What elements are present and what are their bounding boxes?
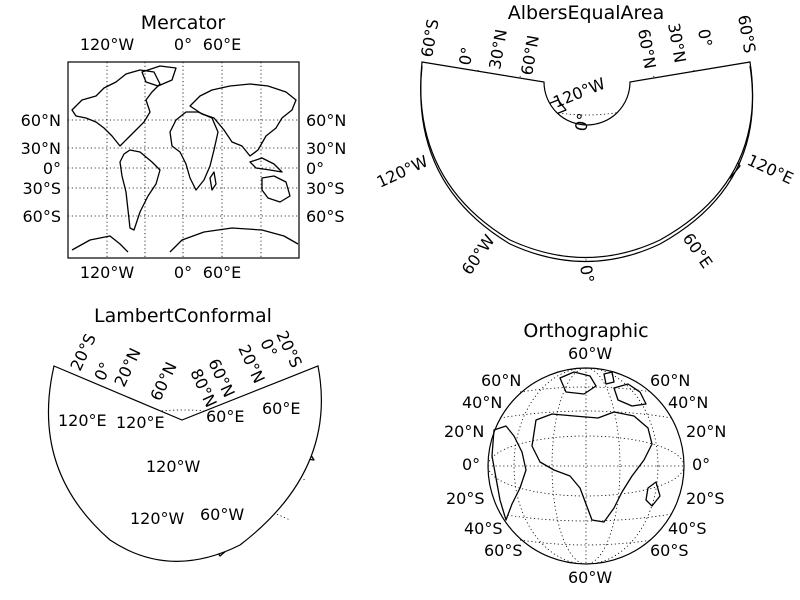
mercator-right-label-30n: 30°N — [306, 139, 346, 158]
albers-top-label-0: 0° — [455, 45, 477, 66]
albers-top-label-60n-right: 60°N — [634, 27, 660, 70]
mercator-axis-labels: 120°W 0° 60°E 120°W 0° 60°E 60°N 30°N 0°… — [21, 35, 347, 282]
albers-inner-label-0: 0° — [571, 111, 593, 132]
mercator-right-label-30s: 30°S — [306, 179, 345, 198]
mercator-right-label-0: 0° — [306, 159, 324, 178]
lambert-panel: LambertConformal 20°S 0° 20°N — [47, 305, 322, 562]
ortho-left-label-40n: 40°N — [462, 393, 502, 412]
mercator-frame — [67, 61, 300, 259]
mercator-panel: Mercator 120°W 0° — [21, 12, 347, 282]
orthographic-panel: Orthographic 60°W 60°N 40°N 20°N — [444, 320, 726, 587]
lambert-title: LambertConformal — [94, 305, 272, 327]
albers-top-label-30n: 30°N — [485, 28, 511, 71]
lambert-top-label-20n: 20°N — [110, 345, 144, 390]
ortho-right-label-40s: 40°S — [668, 519, 707, 538]
mercator-left-label-30n: 30°N — [21, 139, 61, 158]
orthographic-axis-labels: 60°W 60°N 40°N 20°N 0° 20°S 40°S 60°S 60… — [444, 344, 726, 587]
ortho-left-label-60s: 60°S — [484, 541, 523, 560]
albers-label-120e: 120°E — [744, 150, 796, 188]
mercator-graticule — [68, 62, 299, 258]
lambert-label-60e: 60°E — [206, 407, 244, 426]
albers-inner-label-120w: 120°W — [550, 74, 608, 112]
ortho-left-label-20n: 20°N — [444, 422, 484, 441]
orthographic-frame — [487, 367, 685, 565]
lambert-label-120e-left: 120°E — [58, 411, 107, 430]
albers-label-120w: 120°W — [374, 151, 431, 191]
ortho-right-label-0: 0° — [692, 455, 710, 474]
orthographic-coastlines — [491, 371, 661, 523]
ortho-right-label-40n: 40°N — [668, 393, 708, 412]
albers-title: AlbersEqualArea — [508, 2, 665, 24]
ortho-bottom-label-60w: 60°W — [568, 568, 612, 587]
albers-top-label-0-right: 0° — [694, 27, 716, 48]
mercator-left-label-60s: 60°S — [22, 207, 61, 226]
mercator-left-label-60n: 60°N — [21, 111, 61, 130]
albers-top-label-60s: 60°S — [417, 17, 442, 58]
mercator-right-label-60s: 60°S — [306, 207, 345, 226]
lambert-label-120e: 120°E — [116, 413, 165, 432]
ortho-left-label-40s: 40°S — [464, 519, 503, 538]
mercator-bottom-label-60e: 60°E — [203, 263, 241, 282]
mercator-top-label-60e: 60°E — [203, 35, 241, 54]
mercator-top-label-120w: 120°W — [80, 35, 135, 54]
albers-label-60w: 60°W — [458, 231, 499, 278]
mercator-coastlines — [71, 65, 299, 253]
mercator-title: Mercator — [141, 12, 226, 34]
lambert-label-60w: 60°W — [200, 505, 244, 524]
lambert-label-60e-right: 60°E — [262, 399, 300, 418]
mercator-left-label-0: 0° — [43, 159, 61, 178]
lambert-top-label-60n: 60°N — [146, 359, 180, 404]
albers-label-60e: 60°E — [679, 229, 717, 271]
ortho-left-label-60n: 60°N — [481, 371, 521, 390]
albers-label-0: 0° — [576, 263, 598, 284]
orthographic-title: Orthographic — [523, 320, 648, 342]
albers-top-label-30n-right: 30°N — [664, 21, 690, 64]
ortho-right-label-20s: 20°S — [686, 489, 725, 508]
mercator-left-label-30s: 30°S — [22, 179, 61, 198]
ortho-right-label-20n: 20°N — [686, 422, 726, 441]
orthographic-background — [488, 368, 684, 564]
ortho-right-label-60n: 60°N — [650, 371, 690, 390]
lambert-label-120w: 120°W — [130, 509, 185, 528]
mercator-top-label-0: 0° — [174, 35, 192, 54]
ortho-left-label-0: 0° — [462, 455, 480, 474]
mercator-bottom-label-120w: 120°W — [80, 263, 135, 282]
albers-top-label-60s-right: 60°S — [734, 13, 759, 54]
ortho-left-label-20s: 20°S — [446, 489, 485, 508]
mercator-right-label-60n: 60°N — [306, 111, 346, 130]
mercator-bottom-label-0: 0° — [174, 263, 192, 282]
albers-top-label-60n: 60°N — [517, 34, 543, 77]
ortho-top-label-60w: 60°W — [568, 344, 612, 363]
albers-panel: AlbersEqualArea 60°S 0° — [374, 2, 797, 285]
ortho-right-label-60s: 60°S — [650, 541, 689, 560]
lambert-label-120w-inner: 120°W — [146, 457, 201, 476]
